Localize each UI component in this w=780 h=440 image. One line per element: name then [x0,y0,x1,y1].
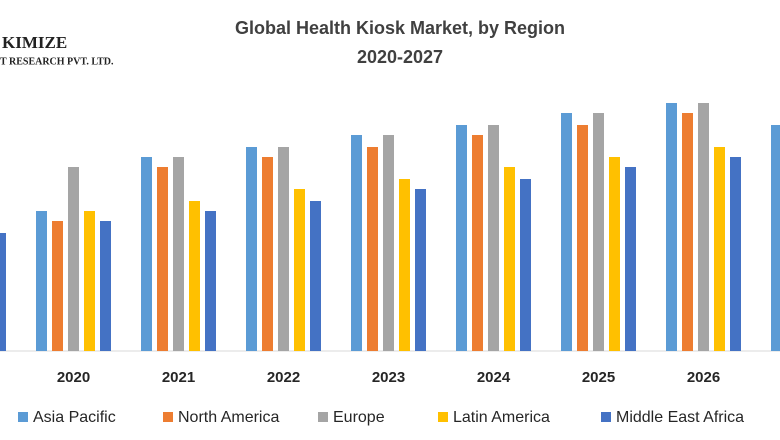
legend-swatch [18,412,28,422]
x-tick-label: 2020 [57,369,90,386]
bar [520,179,531,351]
chart-subtitle: 2020-2027 [357,47,443,67]
bar [682,113,693,351]
bar [609,157,620,351]
bar [294,189,305,351]
bar [399,179,410,351]
legend-label: North America [178,409,279,426]
bar [157,167,168,351]
bar [577,125,588,351]
bar [141,157,152,351]
legend-swatch [163,412,173,422]
x-tick-label: 2023 [372,369,405,386]
bar [367,147,378,351]
x-tick-label: 2024 [477,369,511,386]
bar [310,201,321,351]
legend-swatch [318,412,328,422]
bar [100,221,111,351]
bar [730,157,741,351]
bar [173,157,184,351]
legend-label: Latin America [453,409,550,426]
bar [472,135,483,351]
bar [698,103,709,351]
bar [504,167,515,351]
bar [593,113,604,351]
x-tick-label: 2026 [687,369,720,386]
bar [456,125,467,351]
bar [278,147,289,351]
bar [488,125,499,351]
bar [246,147,257,351]
bar [205,211,216,351]
bar [0,233,6,351]
bar [625,167,636,351]
bar [714,147,725,351]
legend-label: Europe [333,409,385,426]
bar [262,157,273,351]
bar [52,221,63,351]
bar [666,103,677,351]
bar [68,167,79,351]
bar [415,189,426,351]
legend-label: Asia Pacific [33,409,116,426]
x-tick-label: 2021 [162,369,195,386]
logo-subtext: T RESEARCH PVT. LTD. [0,56,114,67]
legend-swatch [438,412,448,422]
legend-swatch [601,412,611,422]
logo-text: KIMIZE [2,33,67,52]
bar [36,211,47,351]
bar [383,135,394,351]
chart-title: Global Health Kiosk Market, by Region [235,18,565,38]
x-tick-label: 2022 [267,369,300,386]
x-tick-label: 2025 [582,369,615,386]
bar [84,211,95,351]
legend-label: Middle East Africa [616,409,744,426]
bar [351,135,362,351]
bar [771,125,780,351]
bar [189,201,200,351]
bar [561,113,572,351]
